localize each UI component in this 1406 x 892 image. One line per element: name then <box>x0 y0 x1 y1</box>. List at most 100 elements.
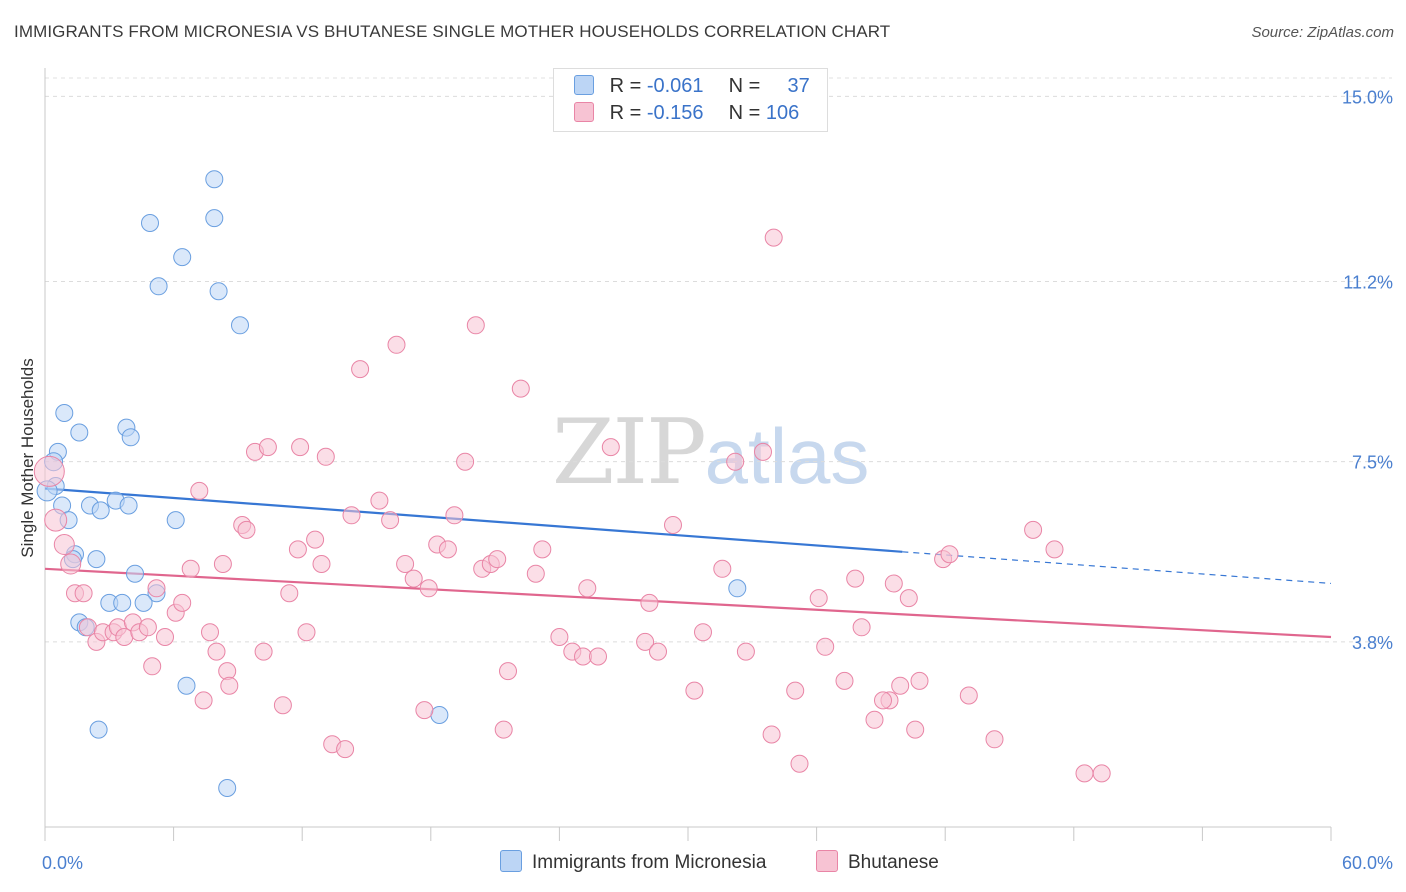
legend-r-label: R = <box>609 75 642 97</box>
point-bhutanese <box>494 720 513 739</box>
tick-labels: 3.8% 7.5% 11.2% 15.0% 0.0% 60.0% <box>42 87 1393 873</box>
point-bhutanese <box>147 579 166 598</box>
bottom-legend-label-micronesia: Immigrants from Micronesia <box>532 852 767 874</box>
point-bhutanese <box>1092 764 1111 783</box>
point-bhutanese <box>181 559 200 578</box>
point-bhutanese <box>636 632 655 651</box>
point-micronesia <box>149 277 168 296</box>
point-bhutanese <box>891 676 910 695</box>
point-bhutanese <box>985 730 1004 749</box>
point-bhutanese <box>874 691 892 710</box>
point-bhutanese <box>445 506 464 525</box>
point-bhutanese <box>550 628 569 646</box>
point-bhutanese <box>910 671 929 690</box>
point-bhutanese <box>280 584 299 603</box>
x-tick-label-start: 0.0% <box>42 853 83 873</box>
legend-r-label: R = <box>609 102 642 124</box>
point-bhutanese <box>370 491 389 510</box>
point-bhutanese <box>940 545 959 564</box>
point-bhutanese <box>297 623 316 642</box>
y-tick-label: 7.5% <box>1352 453 1393 473</box>
point-bhutanese <box>884 574 903 593</box>
point-bhutanese <box>138 618 157 637</box>
point-bhutanese <box>115 628 134 646</box>
point-bhutanese <box>764 228 783 247</box>
point-bhutanese <box>1024 520 1043 539</box>
point-micronesia <box>218 779 237 797</box>
watermark-zip: ZIP <box>552 400 707 505</box>
point-bhutanese <box>213 555 232 573</box>
point-bhutanese <box>194 691 213 710</box>
point-micronesia <box>209 282 228 301</box>
point-bhutanese <box>649 642 667 661</box>
point-bhutanese <box>754 442 772 461</box>
point-bhutanese <box>143 657 162 676</box>
point-bhutanese <box>499 662 517 681</box>
point-bhutanese <box>60 553 82 575</box>
point-bhutanese <box>694 623 712 642</box>
legend-r-value: -0.061 <box>646 75 704 97</box>
point-micronesia <box>119 496 138 515</box>
point-micronesia <box>134 593 153 612</box>
chart-title: IMMIGRANTS FROM MICRONESIA VS BHUTANESE … <box>14 22 891 41</box>
watermark: ZIPatlas <box>552 400 869 505</box>
point-bhutanese <box>685 681 704 700</box>
point-micronesia <box>728 579 747 598</box>
trend-line-micronesia-extension <box>902 551 1332 585</box>
point-bhutanese <box>316 447 335 466</box>
point-bhutanese <box>312 555 331 573</box>
legend-n-value: 37 <box>787 75 810 97</box>
legend-row-bhutanese: R = -0.156 N = 106 <box>574 101 800 126</box>
point-bhutanese <box>578 579 597 598</box>
bottom-legend-bhutanese: Bhutanese <box>816 850 939 874</box>
point-bhutanese <box>156 628 174 646</box>
point-micronesia <box>126 564 144 583</box>
point-bhutanese <box>736 642 755 661</box>
legend-n-label: N = <box>728 75 761 97</box>
point-bhutanese <box>237 520 256 539</box>
point-bhutanese <box>273 696 292 715</box>
point-micronesia <box>166 511 185 530</box>
y-tick-label: 15.0% <box>1342 87 1393 107</box>
point-micronesia <box>70 423 89 442</box>
point-micronesia <box>205 170 224 189</box>
point-micronesia <box>121 428 140 447</box>
legend-n-label: N = <box>728 102 761 124</box>
point-bhutanese <box>1075 764 1094 783</box>
y-tick-label: 11.2% <box>1343 272 1393 292</box>
point-micronesia <box>205 209 224 228</box>
legend-n-value: 106 <box>765 102 800 124</box>
point-bhutanese <box>601 438 620 457</box>
point-bhutanese <box>220 676 239 695</box>
point-bhutanese <box>713 559 732 578</box>
point-bhutanese <box>835 671 854 690</box>
point-bhutanese <box>396 555 415 573</box>
point-bhutanese <box>173 593 192 612</box>
point-bhutanese <box>351 360 370 379</box>
point-bhutanese <box>342 506 361 525</box>
point-bhutanese <box>511 379 530 398</box>
point-micronesia <box>87 550 106 569</box>
point-bhutanese <box>786 681 805 700</box>
trend-line-micronesia <box>44 487 903 553</box>
legend-swatch-bhutanese <box>574 101 594 122</box>
point-bhutanese <box>852 618 871 637</box>
point-bhutanese <box>726 452 745 471</box>
point-bhutanese <box>201 623 219 642</box>
point-bhutanese <box>846 569 865 588</box>
point-micronesia <box>91 501 110 520</box>
point-bhutanese <box>533 540 552 559</box>
axes <box>44 68 1332 841</box>
point-bhutanese <box>258 438 277 457</box>
point-bhutanese <box>438 540 457 559</box>
point-bhutanese <box>190 481 209 500</box>
point-bhutanese <box>809 589 828 608</box>
point-micronesia <box>430 706 449 724</box>
point-bhutanese <box>589 647 607 666</box>
point-bhutanese <box>387 335 406 354</box>
point-bhutanese <box>816 637 835 656</box>
bottom-legend-micronesia: Immigrants from Micronesia <box>500 850 767 874</box>
point-bhutanese <box>254 642 273 661</box>
point-bhutanese <box>336 740 355 759</box>
